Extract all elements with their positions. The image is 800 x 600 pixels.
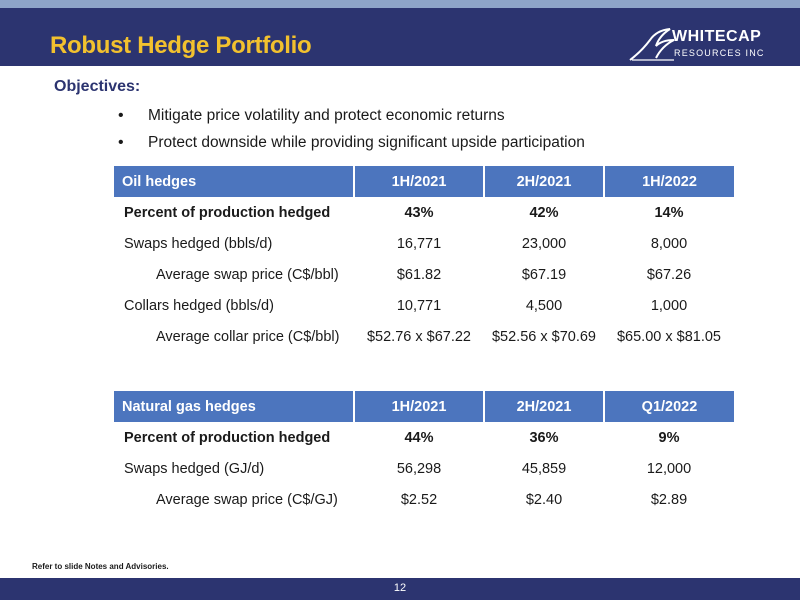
logo-subtitle: RESOURCES INC [674, 48, 765, 58]
column-header: 2H/2021 [484, 166, 605, 197]
table-cell: 56,298 [396, 460, 442, 477]
table-row: Swaps hedged (GJ/d) 56,298 45,859 12,000 [114, 453, 734, 484]
table-cell: 1,000 [650, 297, 688, 314]
table-cell: $52.76 x $67.22 [366, 328, 471, 345]
table-cell: 9% [658, 429, 680, 446]
table-row: Collars hedged (bbls/d) 10,771 4,500 1,0… [114, 290, 734, 321]
table-row: Percent of production hedged 43% 42% 14% [114, 197, 734, 228]
table-cell: $2.89 [650, 491, 688, 508]
table-cell: $2.52 [400, 491, 438, 508]
table-row: Average swap price (C$/bbl) $61.82 $67.1… [114, 259, 734, 290]
table-row: Percent of production hedged 44% 36% 9% [114, 422, 734, 453]
footnote: Refer to slide Notes and Advisories. [32, 562, 169, 571]
whitecap-logo: WHITECAP RESOURCES INC [628, 26, 788, 66]
table-row: Swaps hedged (bbls/d) 16,771 23,000 8,00… [114, 228, 734, 259]
column-header: 1H/2022 [604, 166, 734, 197]
table-cell: 43% [404, 204, 434, 221]
wave-logo-icon [629, 28, 675, 61]
table-cell: 10,771 [396, 297, 442, 314]
table-cell: 36% [529, 429, 559, 446]
row-label: Collars hedged (bbls/d) [124, 297, 274, 314]
column-header: Oil hedges [114, 166, 355, 197]
table-cell: $52.56 x $70.69 [491, 328, 596, 345]
table-cell: $67.26 [646, 266, 692, 283]
table-cell: 44% [404, 429, 434, 446]
row-label: Percent of production hedged [124, 204, 331, 221]
footer-bar: 12 [0, 578, 800, 600]
table-cell: 42% [529, 204, 559, 221]
page-number: 12 [393, 582, 407, 594]
table-cell: 16,771 [396, 235, 442, 252]
table-cell: 45,859 [521, 460, 567, 477]
logo-name: WHITECAP [672, 28, 762, 45]
table-cell: 4,500 [525, 297, 563, 314]
table-cell: $67.19 [521, 266, 567, 283]
row-label: Average collar price (C$/bbl) [156, 328, 340, 345]
table-cell: 12,000 [646, 460, 692, 477]
table-cell: 14% [654, 204, 684, 221]
objective-item: Protect downside while providing signifi… [112, 131, 585, 158]
table-cell: 23,000 [521, 235, 567, 252]
row-label: Swaps hedged (bbls/d) [124, 235, 273, 252]
gas-hedges-table: Natural gas hedges 1H/2021 2H/2021 Q1/20… [114, 391, 734, 515]
row-label: Percent of production hedged [124, 429, 331, 446]
table-cell: 8,000 [650, 235, 688, 252]
objective-item: Mitigate price volatility and protect ec… [112, 104, 585, 131]
row-label: Average swap price (C$/GJ) [156, 491, 338, 508]
column-header: Q1/2022 [604, 391, 734, 422]
table-row: Average swap price (C$/GJ) $2.52 $2.40 $… [114, 484, 734, 515]
table-header-row: Natural gas hedges 1H/2021 2H/2021 Q1/20… [114, 391, 734, 422]
table-row: Average collar price (C$/bbl) $52.76 x $… [114, 321, 734, 352]
column-header: 2H/2021 [484, 391, 605, 422]
objectives-heading: Objectives: [54, 78, 141, 95]
table-cell: $2.40 [525, 491, 563, 508]
table-cell: $61.82 [396, 266, 442, 283]
column-header: 1H/2021 [354, 391, 485, 422]
table-cell: $65.00 x $81.05 [616, 328, 721, 345]
objectives-list: Mitigate price volatility and protect ec… [112, 104, 585, 158]
top-stripe [0, 0, 800, 8]
row-label: Average swap price (C$/bbl) [156, 266, 339, 283]
oil-hedges-table: Oil hedges 1H/2021 2H/2021 1H/2022 Perce… [114, 166, 734, 352]
column-header: Natural gas hedges [114, 391, 355, 422]
page-title: Robust Hedge Portfolio [50, 32, 312, 59]
row-label: Swaps hedged (GJ/d) [124, 460, 265, 477]
header-bar: Robust Hedge Portfolio WHITECAP RESOURCE… [0, 8, 800, 66]
table-header-row: Oil hedges 1H/2021 2H/2021 1H/2022 [114, 166, 734, 197]
column-header: 1H/2021 [354, 166, 485, 197]
